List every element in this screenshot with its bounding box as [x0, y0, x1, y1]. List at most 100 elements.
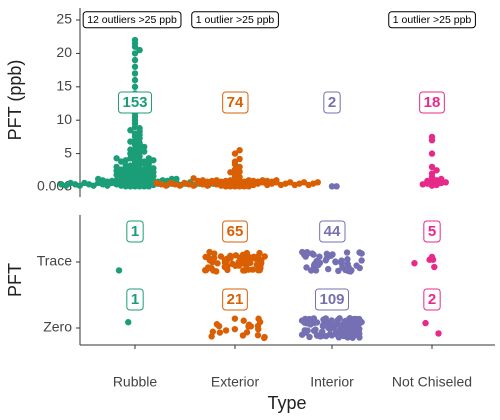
- data-point: [307, 267, 315, 274]
- data-point: [261, 253, 268, 260]
- data-point: [442, 179, 449, 186]
- x-tick-label: Exterior: [211, 374, 260, 390]
- data-point: [150, 157, 157, 164]
- label-box: [319, 220, 346, 243]
- data-point: [202, 253, 209, 261]
- data-point: [424, 177, 431, 185]
- data-point: [313, 332, 321, 339]
- count-label: 74: [227, 94, 244, 111]
- count-label: 18: [424, 94, 441, 111]
- data-point: [209, 328, 217, 335]
- y-tick-label: Zero: [43, 319, 72, 335]
- data-point: [145, 160, 152, 167]
- data-point: [127, 183, 134, 190]
- data-point: [131, 36, 139, 44]
- data-point: [253, 261, 260, 268]
- data-point: [213, 321, 221, 328]
- data-point: [141, 148, 148, 155]
- data-point: [122, 162, 129, 169]
- label-box: [388, 11, 476, 29]
- data-point: [246, 258, 253, 265]
- data-point: [229, 260, 236, 268]
- data-point: [336, 331, 343, 339]
- data-point: [325, 265, 332, 273]
- label-box: [419, 91, 445, 114]
- data-point: [338, 260, 345, 267]
- data-point: [350, 318, 358, 325]
- label-box: [126, 220, 144, 243]
- data-point: [245, 323, 252, 330]
- data-point: [309, 250, 316, 257]
- data-point: [312, 267, 320, 274]
- data-point: [58, 181, 65, 188]
- count-label: 153: [122, 94, 147, 111]
- data-point: [306, 333, 313, 341]
- data-point: [127, 146, 134, 153]
- data-point: [231, 150, 239, 157]
- count-label: 2: [428, 291, 436, 308]
- label-box: [222, 91, 249, 114]
- data-point: [236, 183, 243, 190]
- data-point: [136, 183, 143, 190]
- data-point: [328, 183, 336, 190]
- count-label: 1: [131, 223, 139, 240]
- data-point: [347, 324, 355, 331]
- data-point: [299, 248, 306, 256]
- y-tick-label: Trace: [37, 253, 72, 269]
- data-point: [236, 155, 243, 163]
- data-point: [419, 181, 426, 188]
- data-point: [231, 315, 239, 322]
- data-point: [113, 155, 120, 162]
- data-point: [136, 46, 143, 54]
- data-point: [358, 257, 365, 264]
- data-point: [358, 318, 365, 326]
- count-label: 5: [428, 223, 436, 240]
- data-point: [127, 162, 134, 169]
- data-point: [343, 249, 351, 256]
- data-point: [190, 175, 197, 182]
- x-tick-label: Interior: [310, 374, 354, 390]
- data-point: [204, 264, 212, 271]
- y-tick-label: 10: [56, 111, 72, 127]
- y-axis-title: PFT (ppb): [5, 60, 25, 141]
- data-point: [222, 183, 229, 190]
- data-point: [131, 83, 139, 91]
- data-point: [433, 167, 440, 174]
- data-point: [298, 331, 306, 338]
- data-point: [216, 329, 224, 336]
- data-point: [322, 315, 330, 322]
- data-point: [240, 267, 247, 274]
- data-point: [428, 163, 436, 171]
- data-point: [243, 253, 250, 260]
- count-label: 44: [324, 223, 341, 240]
- data-point: [236, 173, 243, 181]
- data-point: [231, 325, 239, 333]
- data-point: [254, 253, 262, 260]
- x-axis-title: Type: [267, 393, 306, 413]
- data-point: [356, 264, 363, 272]
- data-point: [358, 250, 365, 257]
- y-tick-label: 25: [56, 11, 72, 27]
- data-point: [227, 169, 234, 176]
- data-point: [438, 175, 445, 183]
- data-point: [131, 50, 139, 57]
- data-point: [150, 165, 157, 172]
- data-point: [350, 331, 358, 338]
- data-point: [323, 255, 331, 262]
- data-point: [326, 325, 334, 333]
- data-point: [224, 266, 231, 274]
- count-label: 1: [131, 291, 139, 308]
- label-box: [117, 91, 153, 114]
- data-point: [122, 183, 129, 190]
- data-point: [334, 316, 342, 324]
- x-tick-label: Not Chiseled: [392, 374, 472, 390]
- data-point: [141, 183, 148, 190]
- y-tick-label: 15: [56, 78, 72, 94]
- data-point: [240, 317, 247, 324]
- data-point: [422, 319, 429, 327]
- data-point: [206, 248, 213, 256]
- data-point: [323, 250, 331, 258]
- y-tick-label: 0.003: [37, 178, 72, 194]
- data-point: [249, 266, 256, 273]
